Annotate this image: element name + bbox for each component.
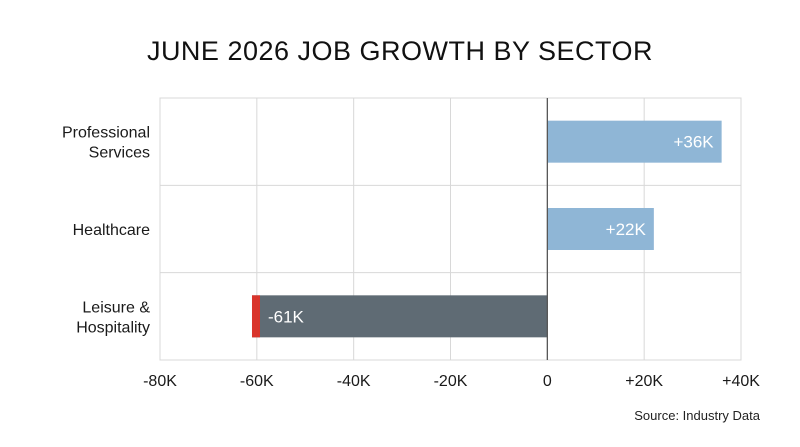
category-labels: Professional Services Healthcare Leisure & H… (62, 125, 150, 337)
bar-accent (251, 295, 260, 338)
data-label: -61K (268, 307, 305, 326)
data-labels: +36K +22K -61K (268, 133, 714, 327)
x-tick-label: -20K (434, 373, 468, 390)
x-axis-tick-labels: -80K -60K -40K -20K 0 +20K +40K (143, 373, 760, 390)
x-tick-label: 0 (543, 373, 552, 390)
category-label: Professional Services (62, 125, 150, 162)
x-tick-label: -40K (337, 373, 371, 390)
x-tick-label: +40K (722, 373, 760, 390)
grid-lines (159, 97, 742, 361)
bar (251, 295, 548, 338)
chart-title: JUNE 2026 JOB GROWTH BY SECTOR (146, 36, 654, 66)
bar (547, 208, 654, 250)
data-label: +22K (606, 220, 647, 239)
category-label: Leisure & Hospitality (76, 299, 150, 336)
x-tick-label: -80K (143, 373, 177, 390)
category-label: Healthcare (73, 222, 150, 239)
x-tick-label: -60K (240, 373, 274, 390)
x-tick-label: +20K (625, 373, 663, 390)
bars (251, 98, 722, 360)
source-note: Source: Industry Data (634, 408, 760, 423)
data-label: +36K (673, 133, 714, 152)
bar (547, 120, 722, 163)
